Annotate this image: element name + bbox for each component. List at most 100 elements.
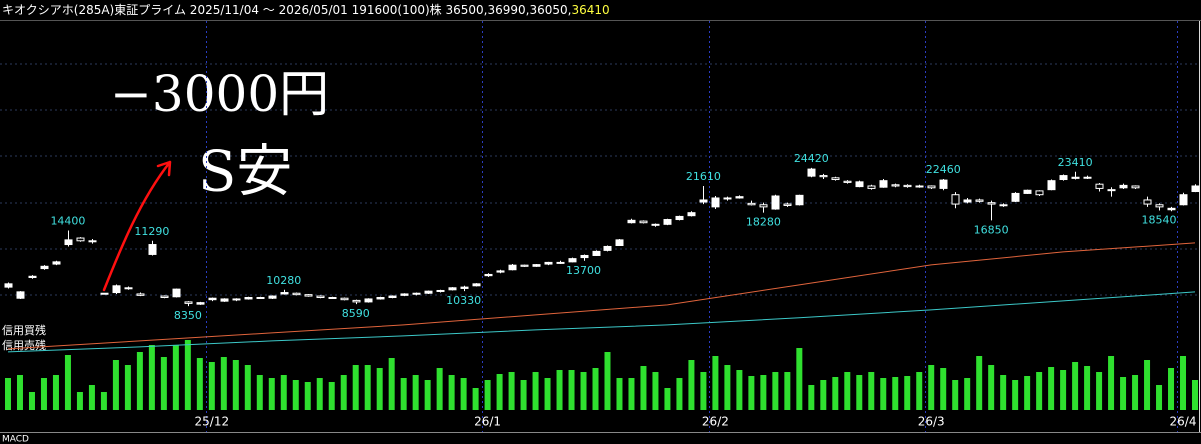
candle-body bbox=[819, 175, 828, 178]
candle-body bbox=[64, 239, 73, 246]
volume-bar bbox=[640, 366, 647, 410]
candle-body bbox=[76, 237, 85, 242]
volume-bar bbox=[544, 378, 551, 410]
volume-bar bbox=[916, 372, 923, 410]
volume-bar bbox=[232, 360, 239, 410]
candle-body bbox=[879, 180, 888, 188]
candle-body bbox=[400, 293, 409, 296]
volume-bar bbox=[556, 370, 563, 410]
legend-entry: 信用買残 bbox=[2, 323, 46, 337]
volume-bar bbox=[280, 375, 287, 410]
handwritten-note: S安 bbox=[198, 140, 292, 205]
candle-body bbox=[496, 270, 505, 273]
volume-bar bbox=[472, 388, 479, 410]
volume-bar bbox=[124, 365, 131, 410]
candle-body bbox=[1107, 189, 1116, 192]
candle-body bbox=[4, 283, 13, 288]
volume-bar bbox=[1060, 370, 1067, 410]
x-tick-label: 26/3 bbox=[918, 415, 945, 429]
price-annotation: 21610 bbox=[686, 170, 721, 183]
candle-body bbox=[196, 302, 205, 305]
volume-bar bbox=[988, 365, 995, 410]
volume-bar bbox=[688, 360, 695, 410]
volume-bar bbox=[592, 368, 599, 410]
volume-bar bbox=[1168, 368, 1175, 410]
candle-body bbox=[1071, 176, 1080, 179]
candle-body bbox=[999, 204, 1008, 207]
candle-body bbox=[1167, 207, 1176, 211]
volume-bar bbox=[700, 372, 707, 410]
volume-bar bbox=[748, 376, 755, 410]
volume-bar bbox=[1096, 372, 1103, 410]
candle-body bbox=[88, 240, 97, 243]
candle-body bbox=[1179, 194, 1188, 206]
volume-bar bbox=[484, 380, 491, 410]
candle-body bbox=[16, 291, 25, 299]
candles bbox=[4, 167, 1200, 307]
average-line bbox=[7, 242, 1196, 350]
price-annotation: 18540 bbox=[1142, 213, 1177, 226]
candle-body bbox=[711, 197, 720, 208]
volume-bar bbox=[1108, 356, 1115, 410]
candle-body bbox=[568, 258, 577, 263]
average-line bbox=[7, 291, 1196, 353]
candle-body bbox=[364, 298, 373, 303]
volume-bars bbox=[5, 340, 1198, 410]
volume-bar bbox=[292, 380, 299, 410]
volume-bar bbox=[904, 376, 911, 410]
volume-bar bbox=[664, 388, 671, 410]
candle-body bbox=[1119, 184, 1128, 189]
volume-bar bbox=[784, 372, 791, 410]
volume-bar bbox=[844, 372, 851, 410]
candle-body bbox=[220, 298, 229, 302]
candle-body bbox=[376, 296, 385, 300]
candle-body bbox=[723, 197, 732, 200]
volume-bar bbox=[496, 374, 503, 410]
candle-body bbox=[831, 177, 840, 181]
candle-body bbox=[1023, 189, 1032, 194]
candle-body bbox=[304, 294, 313, 297]
price-annotation: 14400 bbox=[50, 214, 85, 227]
candle-body bbox=[412, 292, 421, 295]
candle-body bbox=[663, 219, 672, 225]
candle-body bbox=[1143, 199, 1152, 205]
volume-bar bbox=[604, 352, 611, 410]
volume-bar bbox=[724, 365, 731, 410]
volume-bar bbox=[352, 365, 359, 410]
volume-bar bbox=[1012, 380, 1019, 410]
volume-bar bbox=[892, 377, 899, 410]
candle-body bbox=[256, 296, 265, 299]
volume-bar bbox=[112, 360, 119, 410]
candle-body bbox=[340, 297, 349, 301]
volume-bar bbox=[1084, 366, 1091, 410]
volume-bar bbox=[64, 355, 71, 410]
volume-bar bbox=[832, 377, 839, 410]
volume-bar bbox=[76, 392, 83, 410]
candle-body bbox=[28, 275, 37, 279]
candle-body bbox=[687, 212, 696, 217]
volume-bar bbox=[136, 352, 143, 410]
volume-bar bbox=[316, 378, 323, 410]
candle-body bbox=[52, 261, 61, 265]
candle-body bbox=[148, 244, 157, 255]
volume-bar bbox=[580, 372, 587, 410]
price-annotation: 22460 bbox=[926, 163, 961, 176]
candle-body bbox=[448, 287, 457, 291]
volume-bar bbox=[52, 375, 59, 410]
candle-body bbox=[1047, 180, 1056, 191]
volume-bar bbox=[40, 378, 47, 410]
volume-bar bbox=[952, 380, 959, 410]
volume-bar bbox=[424, 380, 431, 410]
candle-body bbox=[472, 283, 481, 287]
candle-body bbox=[1035, 190, 1044, 196]
price-annotation: 8590 bbox=[342, 307, 370, 320]
candle-body bbox=[735, 196, 744, 199]
candle-body bbox=[124, 287, 133, 290]
candle-body bbox=[460, 286, 469, 289]
volume-bar bbox=[628, 378, 635, 410]
volume-bar bbox=[616, 378, 623, 410]
x-tick-label: 26/4 bbox=[1170, 415, 1197, 429]
candle-body bbox=[603, 245, 612, 251]
